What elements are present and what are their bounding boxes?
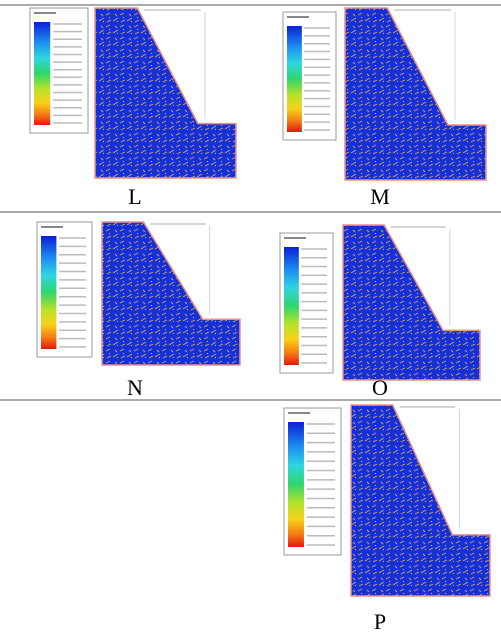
legend-colorbar (34, 22, 51, 125)
dam-body (94, 7, 237, 179)
panel-label: N (127, 375, 143, 400)
dam-body (342, 224, 481, 381)
dam-body (344, 7, 487, 181)
legend-colorbar (284, 247, 299, 365)
legend-colorbar (287, 26, 302, 132)
panel-label: M (370, 184, 390, 209)
panel: O (279, 224, 481, 400)
legend-colorbar (41, 236, 57, 349)
panel: M (282, 7, 487, 209)
legend-colorbar (288, 422, 304, 547)
panel: P (283, 404, 491, 634)
panel: L (29, 7, 237, 209)
panel-label: O (372, 375, 388, 400)
panel: N (36, 221, 241, 400)
panel-label: L (128, 184, 141, 209)
dam-body (101, 221, 241, 366)
dam-body (350, 404, 491, 597)
panel-label: P (374, 609, 386, 634)
